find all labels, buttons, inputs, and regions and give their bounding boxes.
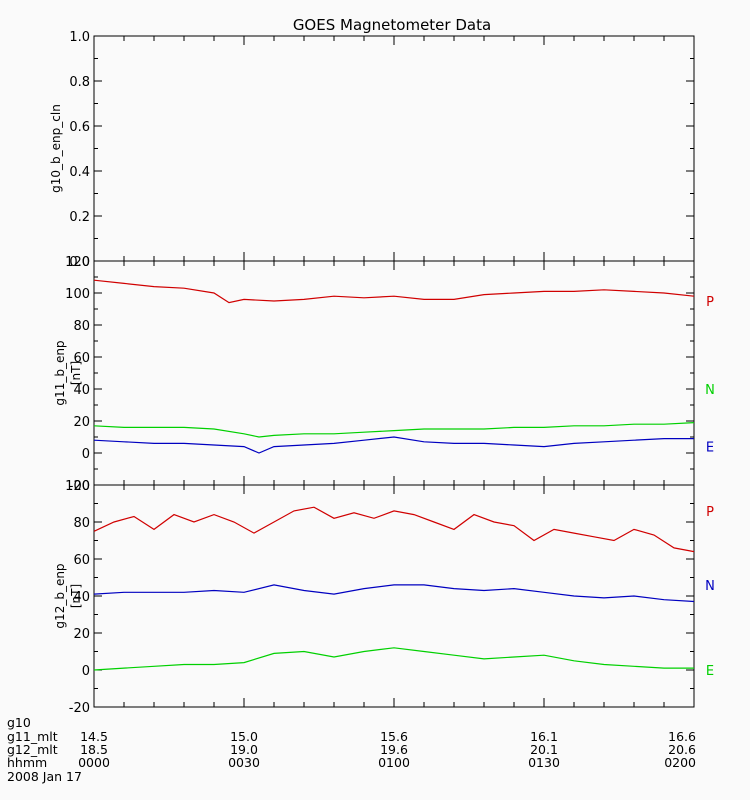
panels: 0.0 0.2 0.4 0.6 0.8 1.0 g10_b_enp_cln -20 0 20 40 6… bbox=[49, 30, 715, 716]
panel-0: 0.0 0.2 0.4 0.6 0.8 1.0 g10_b_enp_cln bbox=[49, 30, 695, 270]
y-tick-label: -20 bbox=[69, 479, 90, 494]
y-tick-label: 40 bbox=[73, 590, 90, 605]
series-line-n bbox=[93, 584, 695, 603]
y-tick-label: 0.4 bbox=[69, 165, 90, 180]
series-label-n: N bbox=[705, 579, 715, 594]
x-tick-label-g12-mlt: 19.0 bbox=[230, 742, 258, 757]
y-tick-label: 60 bbox=[73, 351, 90, 366]
y-tick-label: 0.2 bbox=[69, 210, 90, 225]
y-tick-label: 100 bbox=[65, 479, 90, 494]
panel-1: -20 0 20 40 60 80 100 120 g11_b_enp [nT] P N E bbox=[53, 255, 715, 494]
series-line-n bbox=[93, 422, 695, 438]
y-tick-label: 120 bbox=[65, 255, 90, 270]
series-line-p bbox=[93, 506, 695, 553]
x-tick-label-g12-mlt: 18.5 bbox=[80, 742, 108, 757]
y-tick-label: 0.8 bbox=[69, 75, 90, 90]
series-label-e: E bbox=[706, 441, 714, 456]
y-tick-label: 60 bbox=[73, 553, 90, 568]
series-line-e bbox=[93, 436, 694, 454]
x-tick-label-g12-mlt: 20.1 bbox=[530, 742, 558, 757]
x-tick-label-g11-mlt: 15.0 bbox=[230, 729, 258, 744]
x-tick-label-hhmm: 0030 bbox=[228, 755, 260, 770]
panel-frame bbox=[93, 260, 695, 486]
x-tick-label-g11-mlt: 16.1 bbox=[530, 729, 558, 744]
y-tick-label: 100 bbox=[65, 287, 90, 302]
chart-title: GOES Magnetometer Data bbox=[293, 16, 491, 34]
x-tick-label-g11-mlt: 15.6 bbox=[380, 729, 408, 744]
x-tick-label-hhmm: 0200 bbox=[664, 755, 696, 770]
panel-2: -20 0 20 40 60 80 100 g12_b_enp [nT] P N E bbox=[53, 479, 715, 716]
x-tick-label-g12-mlt: 19.6 bbox=[380, 742, 408, 757]
y-tick-label: 20 bbox=[73, 627, 90, 642]
y-tick-label: 0 bbox=[82, 664, 90, 679]
y-tick-label: -20 bbox=[69, 701, 90, 716]
y-axis-label: g10_b_enp_cln bbox=[49, 104, 63, 193]
series-label-e: E bbox=[706, 664, 714, 679]
y-tick-label: 40 bbox=[73, 383, 90, 398]
x-row-label: hhmm bbox=[7, 755, 47, 770]
y-axis-label: g11_b_enp bbox=[53, 340, 67, 405]
y-tick-label: 0 bbox=[82, 447, 90, 462]
y-tick-label: 20 bbox=[73, 415, 90, 430]
x-row-label: g11_mlt bbox=[7, 729, 58, 744]
x-row-label: g10 bbox=[7, 715, 31, 730]
x-row-label: g12_mlt bbox=[7, 742, 58, 757]
x-tick-label-g11-mlt: 14.5 bbox=[80, 729, 108, 744]
y-tick-label: 80 bbox=[73, 319, 90, 334]
x-tick-label-hhmm: 0100 bbox=[378, 755, 410, 770]
y-axis-unit: [nT] bbox=[69, 361, 83, 385]
panel-frame bbox=[93, 35, 695, 262]
y-tick-label: 0.6 bbox=[69, 120, 90, 135]
x-tick-label-hhmm: 0130 bbox=[528, 755, 560, 770]
y-tick-label: 80 bbox=[73, 516, 90, 531]
date-label: 2008 Jan 17 bbox=[7, 769, 82, 784]
y-tick-label: 0.0 bbox=[69, 255, 90, 270]
series-label-p: P bbox=[706, 505, 714, 520]
series-label-n: N bbox=[705, 383, 715, 398]
y-axis-label: g12_b_enp bbox=[53, 563, 67, 628]
series-line-e bbox=[93, 647, 694, 671]
x-tick-label-g11-mlt: 16.6 bbox=[668, 729, 696, 744]
x-tick-label-g12-mlt: 20.6 bbox=[668, 742, 696, 757]
y-axis-unit: [nT] bbox=[69, 584, 83, 608]
x-tick-label-hhmm: 0000 bbox=[78, 755, 110, 770]
y-tick-label: 1.0 bbox=[69, 30, 90, 45]
series-label-p: P bbox=[706, 295, 714, 310]
series-line-p bbox=[93, 279, 695, 304]
